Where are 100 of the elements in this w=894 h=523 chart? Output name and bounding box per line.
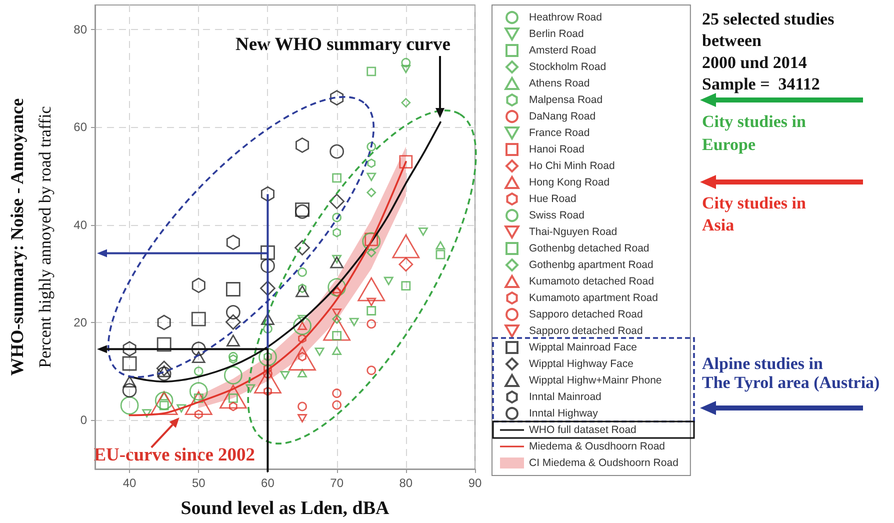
- point: [349, 318, 359, 326]
- legend-label: Berlin Road: [529, 28, 584, 40]
- x-axis-title: Sound level as Lden, dBA: [180, 498, 390, 519]
- point: [401, 98, 411, 108]
- point: [293, 316, 312, 336]
- point: [260, 280, 276, 296]
- legend-label: Wipptal Highway Face: [529, 358, 634, 370]
- point: [122, 341, 136, 357]
- point: [122, 383, 137, 398]
- point: [332, 314, 342, 324]
- point: [330, 256, 344, 268]
- point: [298, 314, 307, 324]
- point: [401, 281, 411, 291]
- point: [260, 258, 275, 274]
- point: [226, 234, 240, 250]
- point: [366, 306, 376, 316]
- text: 25 selected studies between 2000 und 2014 Sample = 34112: [702, 9, 835, 94]
- y-tick-label: 60: [74, 120, 88, 134]
- point: [296, 137, 310, 153]
- legend-label: Inntal Mainroad: [529, 391, 602, 403]
- legend-label: Hue Road: [529, 193, 576, 205]
- point: [191, 312, 206, 326]
- legend-label: Thai-Nguyen Road: [529, 226, 618, 238]
- legend-label: Hong Kong Road: [529, 176, 610, 188]
- point: [228, 352, 238, 362]
- point: [332, 330, 342, 340]
- point: [156, 337, 172, 352]
- legend-label: Swiss Road: [529, 210, 585, 222]
- legend-label: CI Miedema & Oudshoorn Road: [529, 457, 679, 469]
- point: [298, 334, 306, 344]
- point: [280, 371, 290, 380]
- legend-label: Wipptal Highw+Mainr Phone: [529, 374, 662, 386]
- point: [366, 188, 376, 198]
- legend-label: DaNang Road: [529, 110, 596, 122]
- legend-label: Heathrow Road: [529, 12, 602, 24]
- y-tick-label: 40: [74, 218, 88, 232]
- x-tick-label: 50: [192, 476, 206, 490]
- x-tick-label: 40: [122, 476, 137, 490]
- point: [189, 382, 208, 401]
- point: [392, 234, 420, 258]
- legend-label: Athens Road: [529, 78, 590, 90]
- point: [366, 142, 376, 152]
- point: [260, 186, 274, 202]
- point: [330, 90, 344, 106]
- point: [401, 64, 411, 74]
- legend-label: WHO full dataset Road: [529, 424, 637, 436]
- point: [362, 232, 381, 251]
- point: [122, 356, 137, 371]
- legend-label: Kumamoto apartment Road: [529, 292, 658, 304]
- legend-label: Wipptal Mainroad Face: [529, 342, 638, 354]
- point: [263, 324, 272, 334]
- point: [384, 276, 394, 286]
- point: [418, 227, 428, 236]
- point: [229, 354, 238, 364]
- legend-label: Amsterd Road: [529, 44, 596, 56]
- point: [142, 409, 152, 418]
- y-tick-label: 80: [74, 22, 88, 36]
- point: [296, 285, 309, 298]
- point: [229, 402, 238, 412]
- y-axis-title: WHO-summary: Noise - Annoyance Percent highly annoyed by road traffic: [7, 98, 54, 376]
- point: [330, 144, 344, 159]
- point: [329, 194, 345, 210]
- point: [366, 248, 376, 258]
- annotation: New WHO summary curve: [236, 35, 450, 55]
- point: [225, 314, 241, 330]
- point: [120, 396, 139, 415]
- point: [358, 277, 386, 302]
- legend-label: Hanoi Road: [529, 144, 585, 156]
- point: [288, 346, 316, 371]
- point: [122, 376, 136, 388]
- point: [150, 391, 178, 416]
- point: [263, 369, 272, 378]
- point: [332, 308, 342, 317]
- point: [332, 388, 342, 398]
- x-tick-label: 90: [468, 476, 482, 490]
- point: [194, 410, 203, 419]
- point: [332, 346, 342, 355]
- legend-label: Miedema & Ousdhoorn Road: [529, 440, 666, 452]
- point: [366, 298, 376, 306]
- point: [298, 267, 307, 277]
- point: [176, 404, 186, 413]
- point: [226, 334, 240, 346]
- point: [226, 282, 240, 296]
- point: [332, 212, 342, 222]
- annotation: EU-curve since 2002: [94, 445, 256, 466]
- point: [298, 402, 307, 412]
- legend-label: Gothenbg apartment Road: [529, 259, 654, 271]
- point: [401, 58, 411, 68]
- point: [366, 172, 376, 182]
- point: [314, 348, 324, 356]
- point: [298, 414, 307, 422]
- x-tick-label: 70: [330, 476, 344, 490]
- point: [366, 319, 376, 329]
- point: [332, 400, 342, 410]
- point: [294, 240, 310, 256]
- point: [332, 173, 342, 183]
- point: [261, 313, 274, 325]
- point: [260, 245, 275, 260]
- x-tick-label: 80: [399, 476, 413, 490]
- legend-label: France Road: [529, 127, 590, 139]
